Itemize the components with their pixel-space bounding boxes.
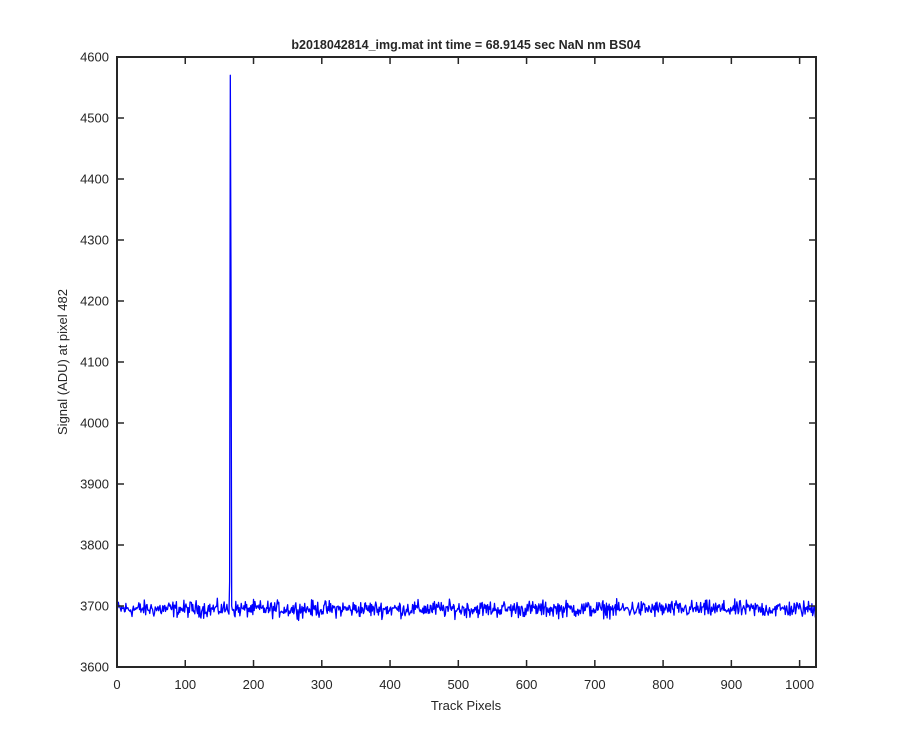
x-tick-label: 700 <box>584 677 606 692</box>
x-axis-ticks: 0 100 200 300 400 500 600 700 800 900 1000 <box>113 57 814 692</box>
chart-title: b2018042814_img.mat int time = 68.9145 s… <box>291 38 640 52</box>
y-tick-label: 4600 <box>80 50 109 65</box>
y-tick-label: 4000 <box>80 416 109 431</box>
x-tick-label: 100 <box>174 677 196 692</box>
x-tick-label: 300 <box>311 677 333 692</box>
x-tick-label: 0 <box>113 677 120 692</box>
y-tick-label: 4400 <box>80 172 109 187</box>
y-tick-label: 4500 <box>80 111 109 126</box>
plot-area <box>116 56 817 668</box>
y-tick-label: 3900 <box>80 477 109 492</box>
y-axis-label: Signal (ADU) at pixel 482 <box>55 289 70 435</box>
y-tick-label: 4200 <box>80 294 109 309</box>
x-tick-label: 400 <box>379 677 401 692</box>
x-tick-label: 600 <box>516 677 538 692</box>
x-tick-label: 200 <box>243 677 265 692</box>
x-tick-label: 500 <box>447 677 469 692</box>
axes-box <box>116 56 817 668</box>
y-tick-label: 3700 <box>80 599 109 614</box>
y-tick-label: 4300 <box>80 233 109 248</box>
y-tick-label: 3600 <box>80 660 109 675</box>
x-axis-label: Track Pixels <box>431 698 502 713</box>
series-line <box>117 74 817 622</box>
x-tick-label: 1000 <box>785 677 814 692</box>
y-tick-label: 4100 <box>80 355 109 370</box>
y-tick-label: 3800 <box>80 538 109 553</box>
y-axis-ticks: 3600 3700 3800 3900 4000 4100 4200 4300 4400 4500… <box>80 50 816 675</box>
x-tick-label: 800 <box>652 677 674 692</box>
x-tick-label: 900 <box>721 677 743 692</box>
